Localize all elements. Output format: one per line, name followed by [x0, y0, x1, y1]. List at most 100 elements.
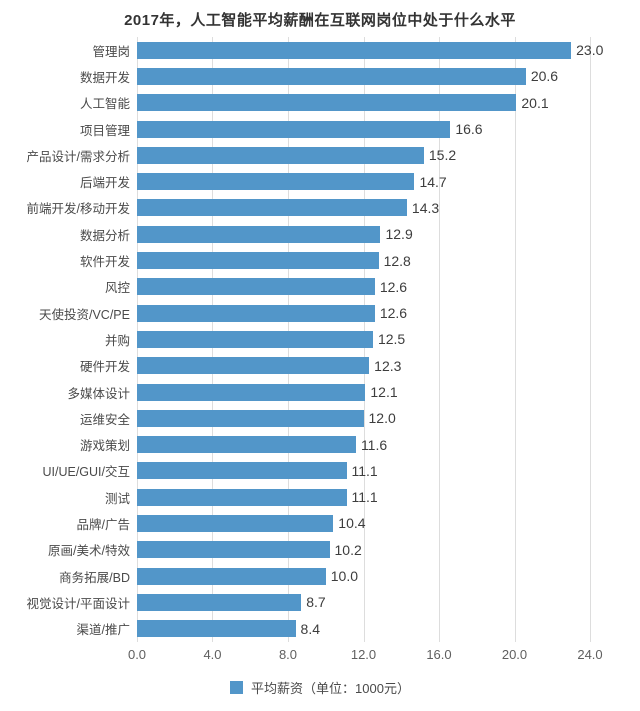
bar-track: 14.3 — [137, 199, 590, 217]
bar-value-label: 16.6 — [455, 121, 483, 138]
bar-track: 12.6 — [137, 304, 590, 322]
x-axis: 0.0 4.0 8.0 12.0 16.0 20.0 24.0 — [128, 642, 603, 664]
chart-title: 2017年，人工智能平均薪酬在互联网岗位中处于什么水平 — [124, 12, 516, 29]
bar-value-label: 12.3 — [374, 357, 402, 374]
bar-row: 游戏策划 11.6 — [0, 431, 640, 457]
bar-row: 硬件开发 12.3 — [0, 353, 640, 379]
bar-category-label: 多媒体设计 — [67, 386, 130, 401]
bar-value-label: 12.9 — [385, 226, 413, 243]
legend-swatch-icon — [230, 680, 244, 694]
bar-row: 渠道/推广 8.4 — [0, 616, 640, 642]
bar-category-label: 品牌/广告 — [76, 517, 130, 532]
bar-track: 8.7 — [137, 593, 590, 611]
bar — [137, 173, 415, 191]
bar — [137, 146, 424, 164]
x-axis-tick-label: 8.0 — [278, 646, 298, 662]
bar-row: 多媒体设计 12.1 — [0, 379, 640, 405]
legend-label: 平均薪资（单位：1000元） — [251, 680, 410, 696]
bar-category-label: 原画/美术/特效 — [48, 544, 130, 559]
bar-row: 品牌/广告 10.4 — [0, 510, 640, 536]
bar-value-label: 23.0 — [576, 42, 604, 59]
bar-row: 视觉设计/平面设计 8.7 — [0, 589, 640, 615]
bar-track: 11.6 — [137, 436, 590, 454]
bar — [137, 567, 326, 585]
bar-category-label: 管理岗 — [92, 44, 130, 59]
bar-value-label: 12.1 — [370, 384, 398, 400]
bar-category-label: 渠道/推广 — [76, 623, 130, 638]
bar-category-label: 数据分析 — [79, 228, 130, 243]
bar-value-label: 10.0 — [330, 568, 358, 585]
bar — [137, 94, 517, 112]
bar — [137, 514, 334, 532]
bar-category-label: 后端开发 — [79, 176, 130, 191]
bar-category-label: 商务拓展/BD — [59, 570, 130, 585]
bar-value-label: 12.0 — [368, 410, 396, 427]
bar-track: 20.6 — [137, 67, 590, 85]
bar-track: 11.1 — [137, 462, 590, 480]
bar-row: 数据开发 20.6 — [0, 63, 640, 89]
bar — [137, 409, 364, 427]
bar-row: 并购 12.5 — [0, 326, 640, 352]
bar-rows: 管理岗 23.0 数据开发 20.6 人工智能 20.1 项目管理 16.6 产… — [0, 37, 640, 642]
bar-track: 11.1 — [137, 488, 590, 506]
bar — [137, 278, 375, 296]
bar-row: 项目管理 16.6 — [0, 116, 640, 142]
gridline — [438, 37, 440, 642]
bar-track: 12.6 — [137, 278, 590, 296]
bar — [137, 357, 370, 375]
bar-category-label: 软件开发 — [79, 255, 130, 270]
bar-category-label: 产品设计/需求分析 — [26, 149, 130, 164]
bar-value-label: 14.7 — [419, 173, 447, 190]
x-axis-tick-label: 12.0 — [350, 646, 377, 662]
bar-track: 10.2 — [137, 541, 590, 559]
bar-track: 16.6 — [137, 120, 590, 138]
bar — [137, 462, 347, 480]
bar-value-label: 14.3 — [411, 199, 440, 216]
bar — [137, 330, 373, 348]
bar-value-label: 11.1 — [351, 489, 378, 506]
bar-row: 数据分析 12.9 — [0, 221, 640, 247]
bar — [137, 541, 330, 559]
x-axis-tick-label: 4.0 — [203, 646, 222, 662]
bar — [137, 67, 526, 85]
bar-track: 12.8 — [137, 252, 590, 270]
bar-category-label: 游戏策划 — [79, 439, 130, 454]
bar — [137, 199, 407, 217]
bar — [137, 620, 296, 638]
x-axis-tick-label: 20.0 — [501, 646, 528, 662]
bar-value-label: 12.6 — [379, 278, 408, 295]
bar — [137, 41, 572, 59]
bar-value-label: 12.8 — [383, 252, 411, 269]
bar — [137, 304, 375, 322]
bar-track: 12.3 — [137, 357, 590, 375]
bar-value-label: 11.1 — [351, 462, 378, 479]
bar-category-label: 视觉设计/平面设计 — [26, 596, 130, 611]
bar-value-label: 8.7 — [306, 594, 326, 611]
bar-category-label: 前端开发/移动开发 — [26, 202, 130, 217]
bar-track: 12.1 — [137, 383, 590, 401]
bar-category-label: 运维安全 — [79, 412, 130, 427]
bar-value-label: 8.4 — [300, 620, 321, 637]
bar-track: 8.4 — [137, 620, 590, 638]
bar-row: 风控 12.6 — [0, 274, 640, 300]
bar-value-label: 10.2 — [334, 541, 362, 558]
bar-category-label: 项目管理 — [79, 123, 130, 138]
bar-track: 10.4 — [137, 514, 590, 532]
bar-value-label: 10.4 — [338, 515, 366, 532]
bar-row: 天使投资/VC/PE 12.6 — [0, 300, 640, 326]
bar-category-label: 并购 — [104, 333, 130, 348]
bar-row: 前端开发/移动开发 14.3 — [0, 195, 640, 221]
bar — [137, 593, 302, 611]
bar-track: 20.1 — [137, 94, 590, 112]
bar-category-label: 硬件开发 — [79, 360, 130, 375]
bar-category-label: 测试 — [104, 491, 130, 506]
bar-row: 运维安全 12.0 — [0, 405, 640, 431]
bar-row: 产品设计/需求分析 15.2 — [0, 142, 640, 168]
bar-value-label: 15.2 — [428, 147, 457, 164]
x-axis-tick-label: 16.0 — [426, 646, 452, 662]
bar-track: 12.0 — [137, 409, 590, 427]
bar-track: 15.2 — [137, 146, 590, 164]
bar-track: 14.7 — [137, 173, 590, 191]
bar-category-label: 人工智能 — [79, 97, 130, 112]
